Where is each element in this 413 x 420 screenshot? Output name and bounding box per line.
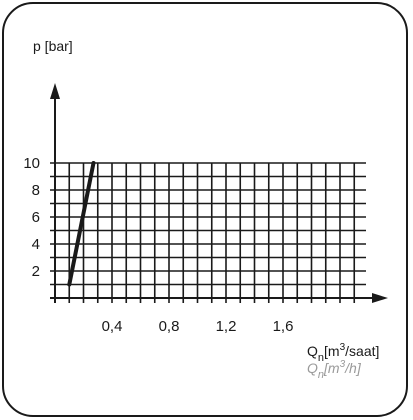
y-axis-arrow	[50, 83, 60, 99]
x-axis-arrow	[372, 293, 388, 303]
grid	[50, 162, 366, 303]
x-axis-label-alt: Qn[m3/h]	[307, 359, 362, 381]
y-tick-label: 2	[32, 263, 40, 280]
y-tick-label: 6	[32, 209, 40, 226]
y-tick-label: 10	[23, 155, 40, 172]
x-tick-label: 1,6	[273, 318, 294, 335]
axes	[50, 83, 388, 303]
y-tick-label: 8	[32, 182, 40, 199]
x-tick-labels: 0,4 0,8 1,2 1,6	[102, 318, 294, 335]
series-line	[67, 161, 96, 287]
x-axis-label: Qn[m3/saat]	[307, 342, 379, 364]
series-layer	[67, 161, 96, 287]
x-tick-label: 1,2	[216, 318, 237, 335]
x-tick-label: 0,8	[159, 318, 180, 335]
x-tick-label: 0,4	[102, 318, 123, 335]
y-axis-label: p [bar]	[33, 38, 73, 54]
chart-border	[2, 2, 408, 417]
y-tick-labels: 2 4 6 8 10	[23, 155, 40, 280]
y-tick-label: 4	[32, 236, 40, 253]
